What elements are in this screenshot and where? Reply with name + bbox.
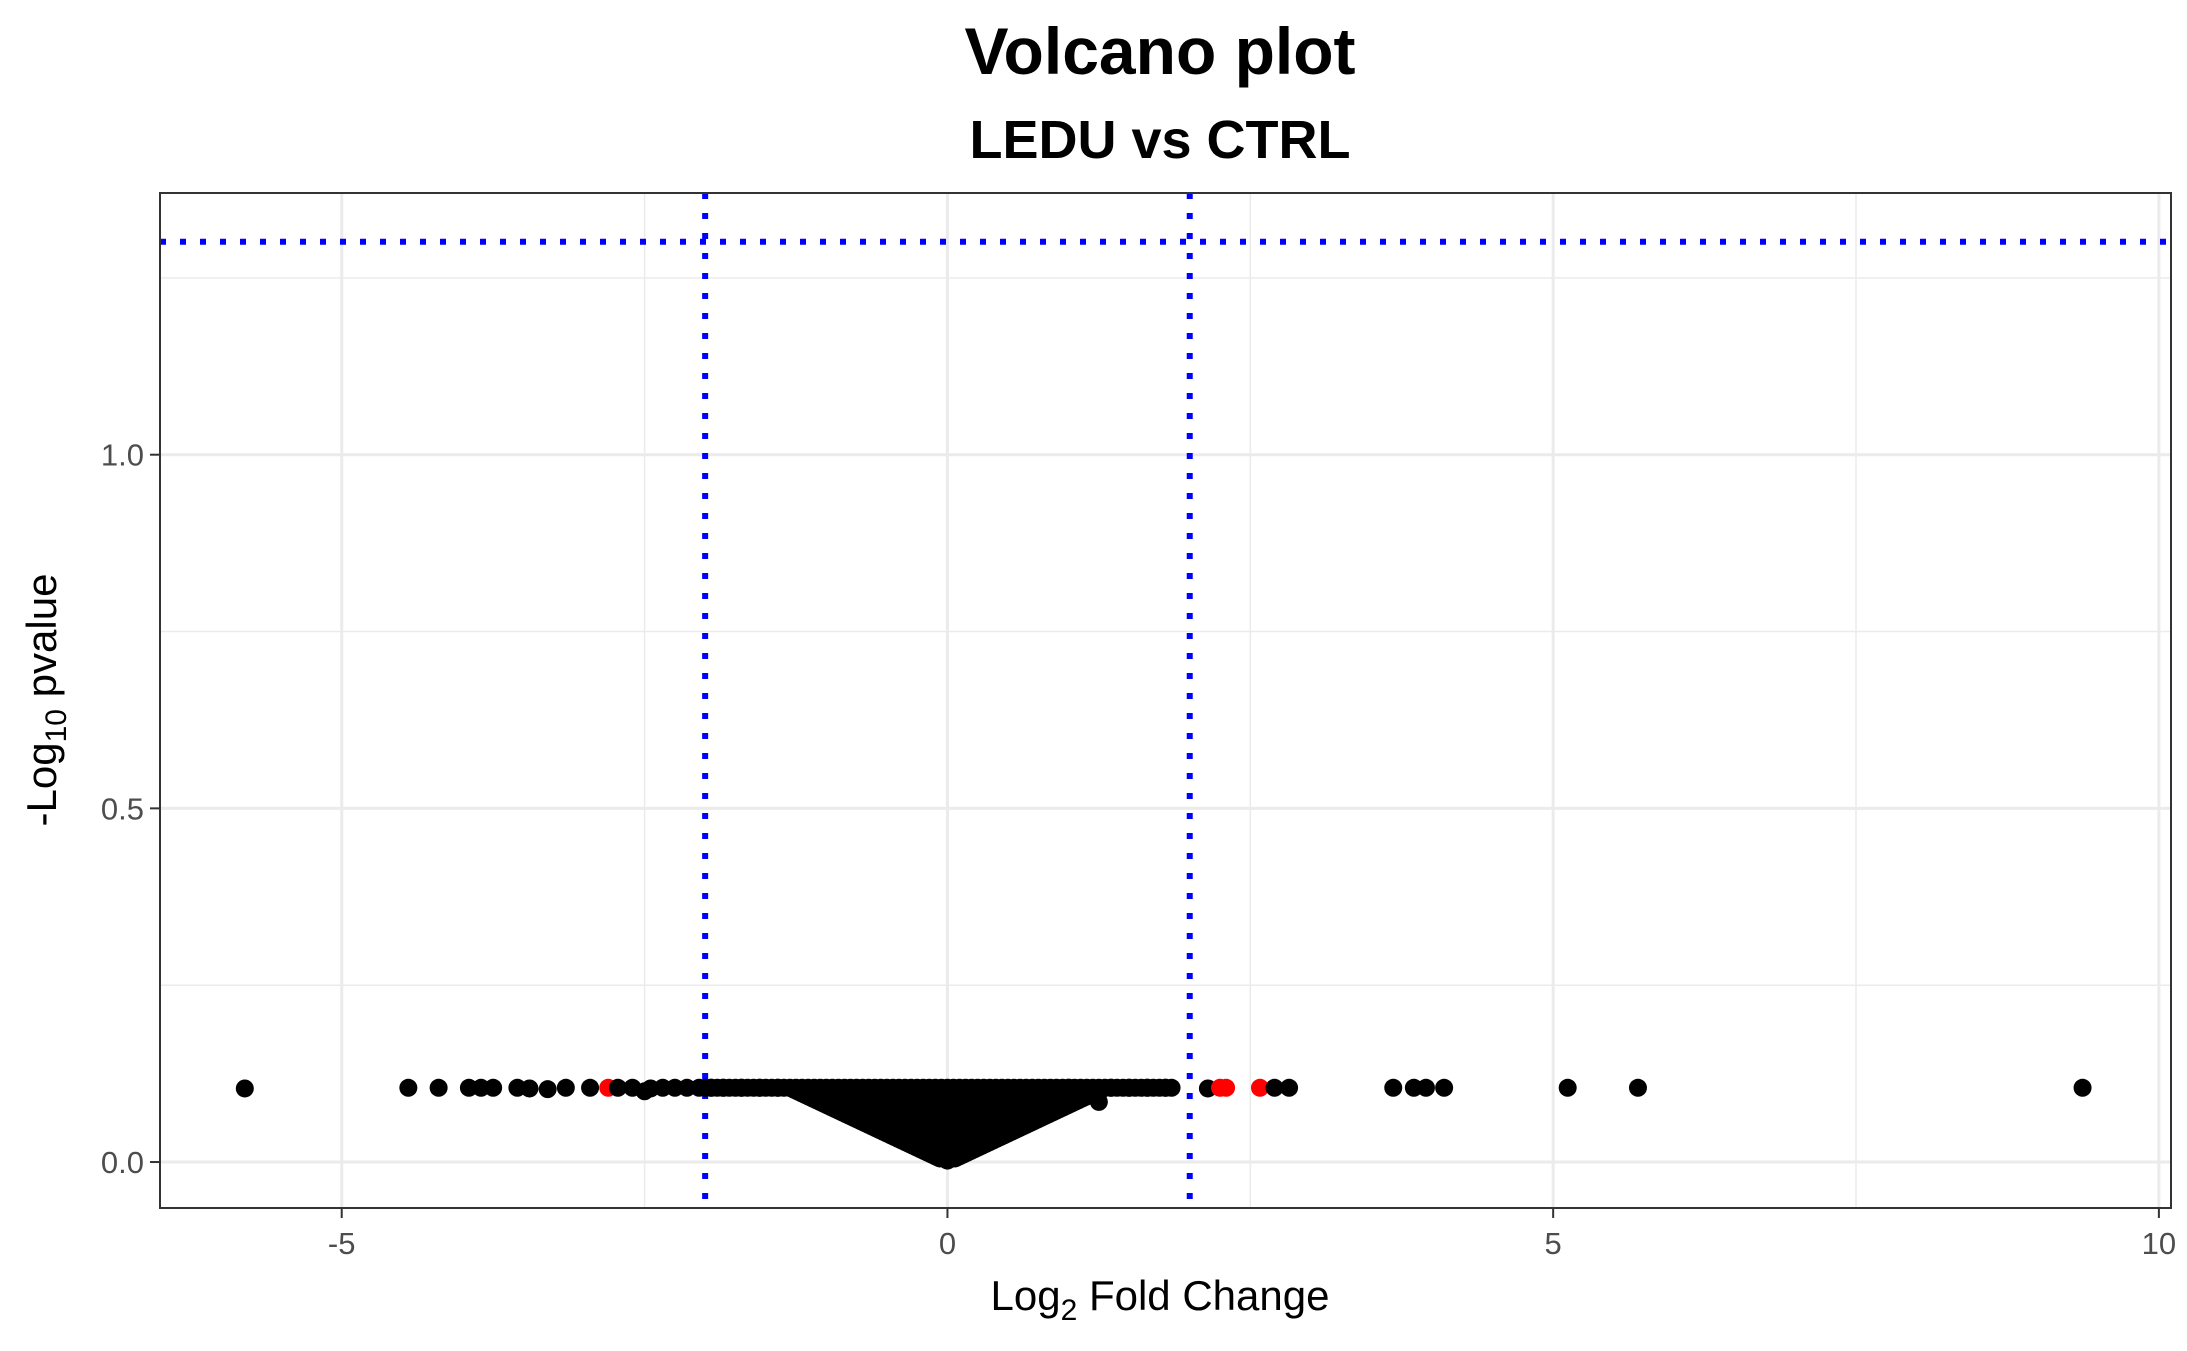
data-point (952, 1144, 971, 1163)
data-point (750, 1078, 769, 1097)
plot-border (159, 192, 2172, 1209)
y-axis-label-subscript: 10 (40, 709, 73, 742)
data-point (556, 1078, 575, 1097)
data-point-fold-change (1217, 1078, 1236, 1097)
data-point (1384, 1078, 1403, 1097)
y-tick-label: 0.0 (101, 1145, 144, 1180)
y-axis-label-prefix: -Log (18, 742, 65, 826)
x-axis: -5 0 5 10 (328, 1208, 2176, 1261)
data-point (1628, 1078, 1647, 1097)
y-tick-label: 1.0 (101, 438, 144, 473)
y-axis-label: -Log10 pvalue (18, 574, 73, 827)
data-point (1120, 1078, 1139, 1097)
x-tick-label: 10 (2142, 1226, 2176, 1261)
chart-title: Volcano plot (964, 14, 1355, 88)
data-point (887, 1124, 906, 1143)
data-point (2073, 1078, 2092, 1097)
chart-subtitle: LEDU vs CTRL (969, 110, 1350, 170)
grid-major (160, 193, 2171, 1208)
data-point (1435, 1078, 1454, 1097)
data-point (520, 1079, 539, 1098)
data-point (787, 1079, 806, 1098)
data-point (1558, 1078, 1577, 1097)
x-tick-label: -5 (328, 1226, 356, 1261)
data-point (1101, 1078, 1120, 1097)
x-axis-label-subscript: 2 (1061, 1294, 1078, 1327)
data-point (802, 1082, 821, 1101)
data-points (235, 1078, 2092, 1170)
data-point-fold-change (1250, 1078, 1269, 1097)
data-point (877, 1089, 896, 1108)
data-point (235, 1079, 254, 1098)
data-point (923, 1092, 942, 1111)
x-tick-label: 5 (1545, 1226, 1562, 1261)
data-point (945, 1121, 964, 1140)
data-point (608, 1078, 627, 1097)
data-point (768, 1078, 787, 1097)
x-axis-label: Log2 Fold Change (991, 1272, 1330, 1327)
data-point (1138, 1078, 1157, 1097)
data-point (732, 1078, 751, 1097)
x-axis-label-prefix: Log (991, 1272, 1061, 1319)
data-point (929, 1110, 948, 1129)
data-point (1265, 1078, 1284, 1097)
data-point (1156, 1078, 1175, 1097)
data-point (1280, 1078, 1299, 1097)
data-point (974, 1099, 993, 1118)
data-point (1416, 1078, 1435, 1097)
data-point (581, 1078, 600, 1097)
data-point (962, 1110, 981, 1129)
data-point (1083, 1079, 1102, 1098)
data-point (399, 1078, 418, 1097)
x-axis-label-suffix: Fold Change (1077, 1272, 1329, 1319)
y-tick-label: 0.5 (101, 791, 144, 826)
data-point (484, 1078, 503, 1097)
data-point (538, 1080, 557, 1099)
threshold-lines (160, 193, 2171, 1208)
data-point (429, 1078, 448, 1097)
data-point (908, 1085, 927, 1104)
data-point (714, 1078, 733, 1097)
grid-minor (160, 193, 2171, 1208)
x-tick-label: 0 (939, 1226, 956, 1261)
data-point (1089, 1092, 1108, 1111)
y-axis-label-suffix: pvalue (18, 574, 65, 709)
plot-background (160, 193, 2171, 1208)
y-axis: 0.0 0.5 1.0 (101, 438, 160, 1180)
